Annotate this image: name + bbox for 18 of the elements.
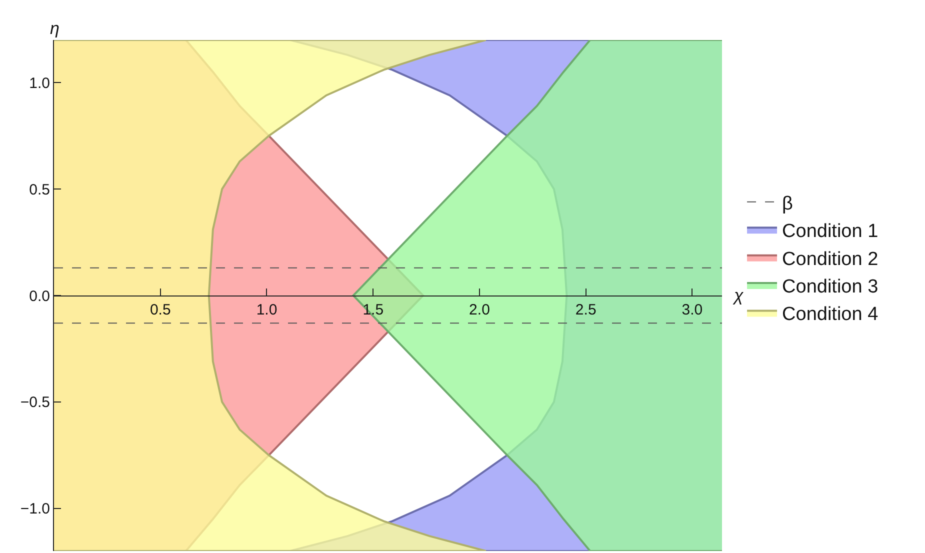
x-axis-title: χ bbox=[732, 286, 744, 305]
legend-label: β bbox=[782, 193, 794, 214]
y-axis-title: η bbox=[50, 19, 60, 38]
legend-label: Condition 2 bbox=[782, 248, 878, 270]
x-tick-label: 2.5 bbox=[575, 302, 596, 318]
y-tick-label: 0.5 bbox=[29, 181, 50, 198]
x-tick-label: 0.5 bbox=[150, 302, 171, 318]
legend-label: Condition 3 bbox=[782, 276, 878, 298]
legend-label: Condition 1 bbox=[782, 221, 878, 242]
y-tick-label: 0.0 bbox=[29, 288, 50, 305]
legend-label: Condition 4 bbox=[782, 304, 879, 326]
x-tick-label: 2.0 bbox=[469, 302, 490, 318]
y-tick-label: −0.5 bbox=[20, 394, 50, 412]
x-tick-label: 1.5 bbox=[362, 302, 384, 318]
y-tick-label: 1.0 bbox=[29, 74, 50, 92]
x-tick-label: 3.0 bbox=[682, 302, 703, 318]
y-tick-label: −1.0 bbox=[20, 500, 50, 518]
x-tick-label: 1.0 bbox=[256, 302, 278, 318]
